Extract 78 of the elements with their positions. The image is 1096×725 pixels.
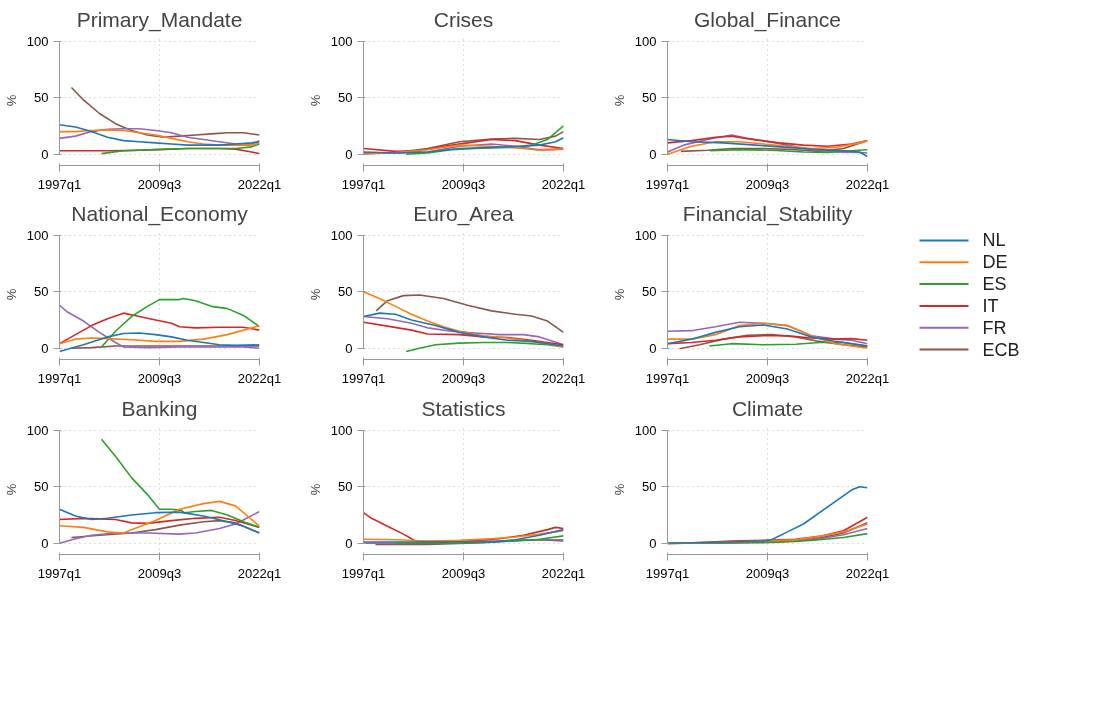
x-tick-label: 2009q3 [441, 176, 486, 192]
legend-label: ECB [982, 339, 1020, 360]
x-tick-label: 1997q1 [645, 370, 690, 386]
y-tick-label: 100 [330, 422, 353, 438]
y-tick-label: 50 [34, 284, 49, 300]
x-tick-label: 1997q1 [341, 176, 386, 192]
legend-label: NL [982, 230, 1006, 251]
x-tick-label: 2022q1 [541, 176, 586, 192]
y-axis-title: % [3, 483, 19, 496]
y-tick-label: 100 [26, 227, 49, 243]
x-tick-label: 1997q1 [37, 565, 82, 581]
y-tick-label: 50 [642, 479, 657, 495]
y-tick-label: 50 [34, 90, 49, 106]
x-tick-label: 1997q1 [341, 565, 386, 581]
x-tick-label: 2009q3 [745, 565, 790, 581]
y-tick-label: 100 [330, 33, 353, 49]
y-tick-label: 50 [338, 479, 353, 495]
y-axis-title: % [3, 94, 19, 107]
x-tick-label: 2009q3 [441, 565, 486, 581]
chart-title: Financial_Stability [682, 201, 853, 226]
y-tick-label: 0 [649, 340, 657, 356]
y-axis-title: % [307, 94, 323, 107]
x-tick-label: 2009q3 [137, 370, 182, 386]
x-tick-label: 2022q1 [237, 565, 282, 581]
x-tick-label: 2022q1 [541, 370, 586, 386]
y-axis-title: % [611, 483, 627, 496]
y-axis-title: % [611, 94, 627, 107]
chart-title: Euro_Area [413, 201, 515, 226]
x-tick-label: 2009q3 [441, 370, 486, 386]
y-tick-label: 50 [642, 90, 657, 106]
y-axis-title: % [611, 288, 627, 301]
x-tick-label: 1997q1 [37, 370, 82, 386]
x-tick-label: 2022q1 [845, 176, 890, 192]
y-tick-label: 50 [338, 284, 353, 300]
chart-title: Statistics [421, 396, 506, 420]
y-tick-label: 100 [634, 422, 657, 438]
chart-title: National_Economy [71, 201, 249, 226]
x-tick-label: 2009q3 [745, 370, 790, 386]
y-tick-label: 0 [649, 535, 657, 551]
y-tick-label: 0 [41, 535, 49, 551]
x-tick-label: 2022q1 [237, 370, 282, 386]
legend-label: DE [982, 252, 1008, 273]
y-tick-label: 100 [634, 33, 657, 49]
x-tick-label: 2022q1 [845, 370, 890, 386]
x-tick-label: 1997q1 [645, 565, 690, 581]
x-tick-label: 2009q3 [137, 565, 182, 581]
y-tick-label: 100 [634, 227, 657, 243]
x-tick-label: 1997q1 [37, 176, 82, 192]
y-tick-label: 100 [26, 33, 49, 49]
x-tick-label: 1997q1 [341, 370, 386, 386]
x-tick-label: 2022q1 [541, 565, 586, 581]
x-tick-label: 2009q3 [137, 176, 182, 192]
y-axis-title: % [307, 483, 323, 496]
y-tick-label: 50 [642, 284, 657, 300]
y-tick-label: 0 [345, 146, 353, 162]
y-tick-label: 0 [41, 146, 49, 162]
chart-title: Global_Finance [693, 7, 842, 32]
legend-label: ES [982, 274, 1007, 295]
y-tick-label: 100 [330, 227, 353, 243]
chart-title: Crises [433, 7, 494, 31]
y-tick-label: 0 [41, 340, 49, 356]
x-tick-label: 2009q3 [745, 176, 790, 192]
x-tick-label: 1997q1 [645, 176, 690, 192]
y-tick-label: 100 [26, 422, 49, 438]
y-tick-label: 0 [345, 340, 353, 356]
y-axis-title: % [3, 288, 19, 301]
legend-label: IT [982, 295, 999, 316]
legend-label: FR [982, 317, 1007, 338]
chart-title: Primary_Mandate [76, 7, 243, 32]
chart-title: Banking [121, 396, 198, 420]
x-tick-label: 2022q1 [845, 565, 890, 581]
y-tick-label: 0 [649, 146, 657, 162]
y-tick-label: 0 [345, 535, 353, 551]
y-tick-label: 50 [34, 479, 49, 495]
y-axis-title: % [307, 288, 323, 301]
x-tick-label: 2022q1 [237, 176, 282, 192]
y-tick-label: 50 [338, 90, 353, 106]
chart-title: Climate [731, 396, 804, 420]
